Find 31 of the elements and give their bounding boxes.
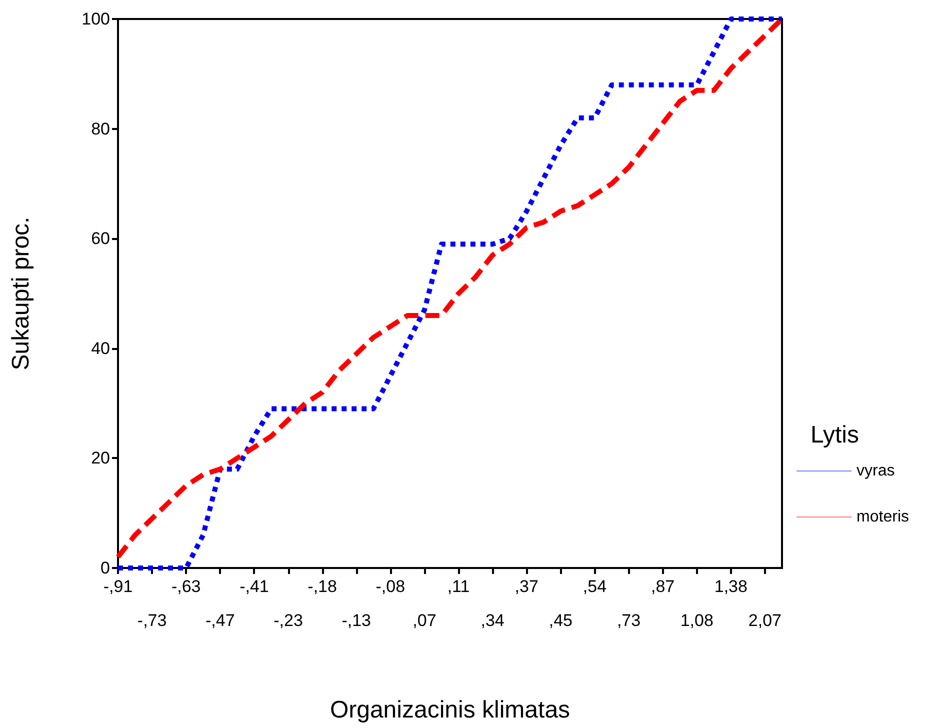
legend-label: vyras xyxy=(856,462,895,480)
x-tick-label: -,47 xyxy=(206,611,235,630)
x-tick-label: -,41 xyxy=(240,577,269,596)
x-tick-label: 1,38 xyxy=(714,577,748,596)
x-tick-label: ,34 xyxy=(480,611,504,630)
x-tick-label: 1,08 xyxy=(680,611,714,630)
x-tick-label: ,73 xyxy=(616,611,641,630)
x-axis-title: Organizacinis klimatas xyxy=(330,696,570,724)
y-tick-label: 80 xyxy=(91,119,110,138)
x-tick-label: -,18 xyxy=(308,577,337,596)
y-tick-label: 60 xyxy=(91,229,110,248)
x-tick-label: -,23 xyxy=(274,611,303,630)
y-axis-title: Sukaupti proc. xyxy=(8,216,34,370)
y-tick-label: 100 xyxy=(82,10,110,28)
x-tick-label: ,37 xyxy=(514,577,538,596)
y-tick-label: 20 xyxy=(91,448,110,468)
x-tick-label: ,45 xyxy=(548,611,572,630)
x-tick-label: -,91 xyxy=(103,577,133,596)
x-tick-label: 2,07 xyxy=(748,611,782,630)
x-tick-label: -,73 xyxy=(137,611,167,630)
y-tick-label: 40 xyxy=(91,338,110,358)
x-tick-label: ,54 xyxy=(582,577,607,596)
legend-title: Lytis xyxy=(810,422,860,448)
x-tick-label: -,08 xyxy=(376,577,406,596)
x-tick-label: -,13 xyxy=(342,611,372,630)
x-tick-label: ,87 xyxy=(651,577,675,596)
x-tick-label: -,63 xyxy=(171,577,201,596)
y-tick-label: 0 xyxy=(100,558,110,578)
x-tick-label: ,07 xyxy=(412,611,436,630)
x-tick-label: ,11 xyxy=(447,577,470,596)
legend-label: moteris xyxy=(856,508,909,526)
